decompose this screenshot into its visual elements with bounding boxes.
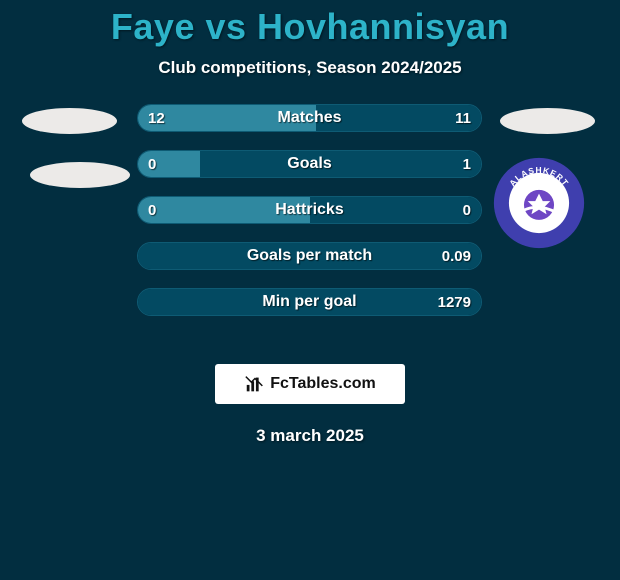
bar-segment-right — [310, 197, 482, 223]
ellipse-icon — [22, 108, 117, 134]
comparison-row: Min per goal1279 — [137, 288, 482, 316]
date-text: 3 march 2025 — [0, 426, 620, 446]
bar-value-left: 0 — [148, 151, 156, 177]
page-subtitle: Club competitions, Season 2024/2025 — [0, 58, 620, 78]
comparison-row: Goals01 — [137, 150, 482, 178]
brand-box: FcTables.com — [215, 364, 405, 404]
ellipse-icon — [30, 162, 130, 188]
bar-value-right: 1 — [463, 151, 471, 177]
bar-segment-left — [138, 197, 310, 223]
page-title: Faye vs Hovhannisyan — [0, 0, 620, 48]
comparison-row: Goals per match0.09 — [137, 242, 482, 270]
bar-value-right: 1279 — [438, 289, 471, 315]
bar-segment-right — [138, 243, 481, 269]
comparison-row: Matches1211 — [137, 104, 482, 132]
bar-value-right: 0 — [463, 197, 471, 223]
comparison-row: Hattricks00 — [137, 196, 482, 224]
club-badge: ALASHKERT FOOTBALL CLUB — [492, 156, 586, 250]
right-player-placeholder: ALASHKERT FOOTBALL CLUB — [496, 98, 606, 134]
bar-segment-right — [138, 289, 481, 315]
barchart-icon — [244, 373, 266, 395]
bar-value-right: 0.09 — [442, 243, 471, 269]
bar-value-left: 12 — [148, 105, 165, 131]
club-badge-icon: ALASHKERT FOOTBALL CLUB — [492, 156, 586, 250]
ellipse-icon — [500, 108, 595, 134]
bar-value-left: 0 — [148, 197, 156, 223]
comparison-stage: ALASHKERT FOOTBALL CLUB Matches1211Goals… — [0, 104, 620, 364]
brand-text: FcTables.com — [270, 375, 376, 393]
comparison-bars: Matches1211Goals01Hattricks00Goals per m… — [137, 104, 482, 334]
bar-segment-right — [200, 151, 481, 177]
left-player-placeholder — [14, 98, 124, 188]
bar-value-right: 11 — [455, 105, 471, 131]
